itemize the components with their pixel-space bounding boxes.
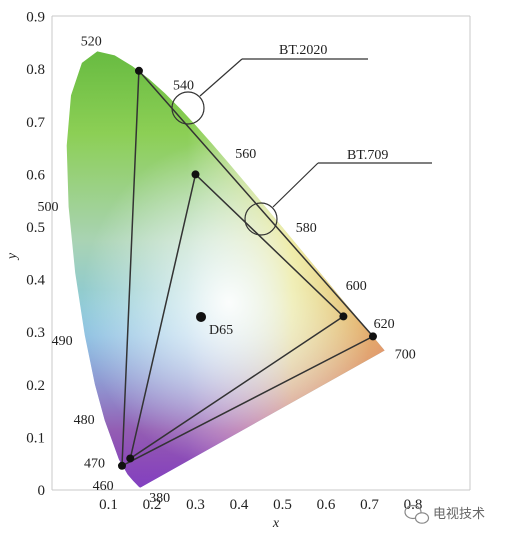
wavelength-label-500: 500: [37, 200, 58, 215]
gamut-vertex-bt709: [126, 454, 135, 463]
white-point-marker: [196, 311, 207, 322]
y-axis-label: y: [5, 252, 20, 261]
gamut-vertex-bt709: [339, 312, 348, 321]
x-axis-label: x: [272, 516, 280, 531]
wavelength-label-490: 490: [52, 334, 73, 349]
y-tick-label: 0.6: [26, 167, 45, 183]
y-tick-label: 0.9: [26, 10, 45, 26]
y-tick-label: 0: [38, 483, 46, 499]
gamut-vertex-bt2020: [117, 461, 126, 470]
wavelength-label-700: 700: [395, 348, 416, 363]
wavelength-label-480: 480: [74, 413, 95, 428]
wavelength-label-380: 380: [149, 491, 170, 506]
callout-leader-bt2020: [199, 58, 243, 97]
gamut-vertex-bt2020: [134, 66, 143, 75]
x-tick-label: 0.3: [186, 497, 205, 513]
y-tick-label: 0.2: [26, 378, 45, 394]
wechat-icon: [404, 504, 430, 524]
callout-leader-bt709: [272, 162, 319, 208]
callout-label-bt2020: BT.2020: [279, 43, 327, 58]
wavelength-label-580: 580: [296, 221, 317, 236]
wavelength-label-620: 620: [374, 317, 395, 332]
white-point-label: D65: [209, 323, 233, 338]
callout-circle-bt709: [244, 202, 278, 236]
x-tick-label: 0.4: [230, 497, 249, 513]
y-tick-label: 0.5: [26, 220, 45, 236]
watermark-text: 电视技术: [433, 507, 485, 522]
spectral-locus: [66, 51, 385, 488]
y-tick-label: 0.3: [26, 325, 45, 341]
wavelength-label-600: 600: [346, 279, 367, 294]
y-tick-label: 0.1: [26, 430, 45, 446]
wavelength-label-540: 540: [173, 78, 194, 93]
x-tick-label: 0.6: [317, 497, 336, 513]
wavelength-label-520: 520: [81, 34, 102, 49]
x-tick-label: 0.5: [273, 497, 292, 513]
gamut-vertex-bt709: [191, 170, 200, 179]
gamut-triangle-bt709: [129, 172, 345, 461]
y-tick-label: 0.7: [26, 115, 45, 131]
gamut-vertex-bt2020: [368, 332, 377, 341]
callout-label-bt709: BT.709: [347, 148, 388, 163]
watermark: 电视技术: [404, 504, 485, 524]
y-tick-label: 0.8: [26, 62, 45, 78]
callout-circle-bt2020: [171, 91, 205, 125]
callout-bt709: BT.709: [244, 148, 432, 236]
x-tick-label: 0.7: [360, 497, 379, 513]
x-tick-label: 0.2: [143, 497, 162, 513]
wavelength-label-470: 470: [84, 456, 105, 471]
wavelength-label-460: 460: [93, 479, 114, 494]
callout-bt2020: BT.2020: [171, 43, 368, 125]
y-tick-label: 0.4: [26, 273, 45, 289]
wavelength-label-560: 560: [235, 147, 256, 162]
x-tick-label: 0.1: [99, 497, 118, 513]
